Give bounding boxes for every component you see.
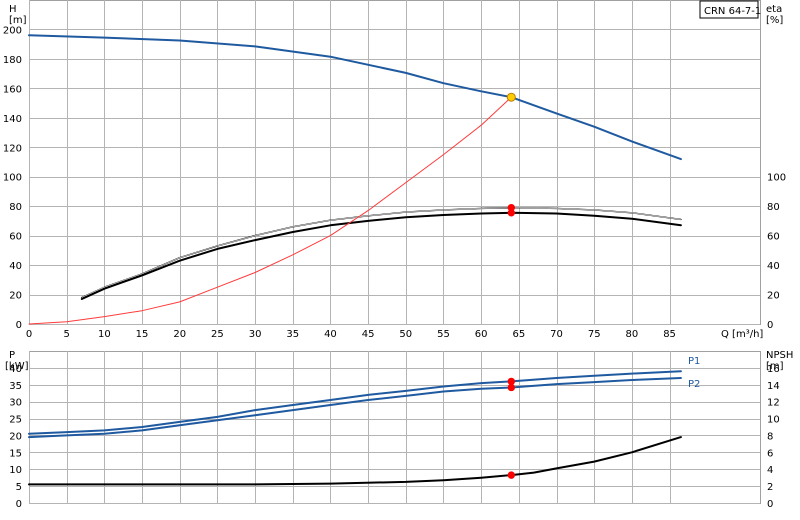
- x-tick-label: 60: [475, 329, 488, 340]
- model-label-box: [699, 0, 759, 19]
- left-tick-label: 35: [9, 381, 22, 392]
- x-tick-label: 30: [249, 329, 262, 340]
- head-axis-unit: [m]: [9, 15, 27, 26]
- left-tick-label: 5: [16, 482, 22, 493]
- series-P2: [28, 377, 682, 439]
- x-tick-label: 50: [399, 329, 412, 340]
- right-tick-label: 40: [767, 261, 780, 272]
- x-tick-label: 20: [173, 329, 186, 340]
- left-tick-label: 0: [16, 499, 22, 510]
- eta-axis-unit: [%]: [766, 15, 783, 26]
- flow-axis-label: Q [m³/h]: [721, 329, 763, 340]
- marker-layer: [506, 92, 516, 479]
- right-tick-label: 0: [767, 320, 773, 331]
- x-tick-label: 35: [286, 329, 299, 340]
- left-tick-label: 40: [9, 364, 22, 375]
- npsh-axis-label: NPSH: [766, 350, 793, 361]
- left-tick-label: 30: [9, 398, 22, 409]
- x-tick-label: 75: [588, 329, 601, 340]
- left-tick-label: 25: [9, 415, 22, 426]
- left-tick-label: 20: [9, 291, 22, 302]
- x-tick-label: 80: [626, 329, 639, 340]
- top-panel-grid: [29, 0, 761, 325]
- right-tick-label: 4: [767, 465, 773, 476]
- left-tick-label: 160: [3, 84, 22, 95]
- series-npsh: [28, 436, 682, 486]
- duty-point-marker: [507, 471, 516, 479]
- series-eta-1: [81, 206, 682, 299]
- x-tick-label: 10: [98, 329, 111, 340]
- right-tick-label: 10: [767, 415, 780, 426]
- right-tick-label: 60: [767, 232, 780, 243]
- right-tick-label: 0: [767, 499, 773, 510]
- left-tick-label: 140: [3, 114, 22, 125]
- series-head: [28, 34, 682, 161]
- left-tick-label: 60: [9, 232, 22, 243]
- x-tick-label: 0: [26, 329, 32, 340]
- x-tick-label: 15: [136, 329, 149, 340]
- left-tick-label: 20: [9, 431, 22, 442]
- duty-point-marker: [507, 377, 516, 386]
- right-tick-label: 100: [767, 173, 786, 184]
- left-tick-label: 100: [3, 173, 22, 184]
- x-tick-label: 5: [63, 329, 69, 340]
- right-tick-label: 14: [767, 381, 780, 392]
- left-tick-label: 120: [3, 143, 22, 154]
- series-layer: [28, 34, 682, 486]
- legend-p1: P1: [688, 356, 700, 367]
- x-tick-label: 40: [324, 329, 337, 340]
- left-tick-label: 200: [3, 25, 22, 36]
- right-tick-label: 80: [767, 202, 780, 213]
- right-tick-label: 12: [767, 398, 780, 409]
- x-tick-label: 45: [362, 329, 375, 340]
- left-tick-label: 0: [16, 320, 22, 331]
- right-tick-label: 2: [767, 482, 773, 493]
- duty-point-marker: [507, 383, 516, 392]
- power-axis-unit: [kW]: [5, 361, 29, 372]
- x-tick-label: 85: [663, 329, 676, 340]
- series-eta-1-inner: [81, 207, 681, 298]
- x-tick-label: 55: [437, 329, 450, 340]
- right-tick-label: 8: [767, 431, 773, 442]
- series-system-curve: [28, 96, 512, 325]
- left-tick-label: 10: [9, 465, 22, 476]
- left-tick-label: 80: [9, 202, 22, 213]
- series-P1: [28, 370, 682, 435]
- right-tick-label: 20: [767, 291, 780, 302]
- duty-point-marker: [507, 209, 516, 217]
- left-tick-label: 15: [9, 448, 22, 459]
- npsh-axis-unit: [m]: [766, 361, 784, 372]
- x-tick-label: 25: [211, 329, 224, 340]
- left-tick-label: 40: [9, 261, 22, 272]
- x-tick-label: 65: [512, 329, 525, 340]
- label-layer: 0 5 10 15 20 25 30 35 40 45 50 55 60 65 70 75 80 85020406…: [3, 25, 786, 510]
- power-axis-label: P: [9, 350, 15, 361]
- model-label: CRN 64-7-1: [704, 6, 761, 17]
- head-axis-label: H: [9, 4, 17, 15]
- legend-p2: P2: [688, 379, 700, 390]
- left-tick-label: 180: [3, 55, 22, 66]
- right-tick-label: 6: [767, 448, 773, 459]
- series-eta-2: [80, 211, 682, 300]
- x-tick-label: 70: [550, 329, 563, 340]
- duty-point-marker: [506, 92, 516, 102]
- right-tick-label: 16: [767, 364, 780, 375]
- eta-axis-label: eta: [766, 4, 782, 15]
